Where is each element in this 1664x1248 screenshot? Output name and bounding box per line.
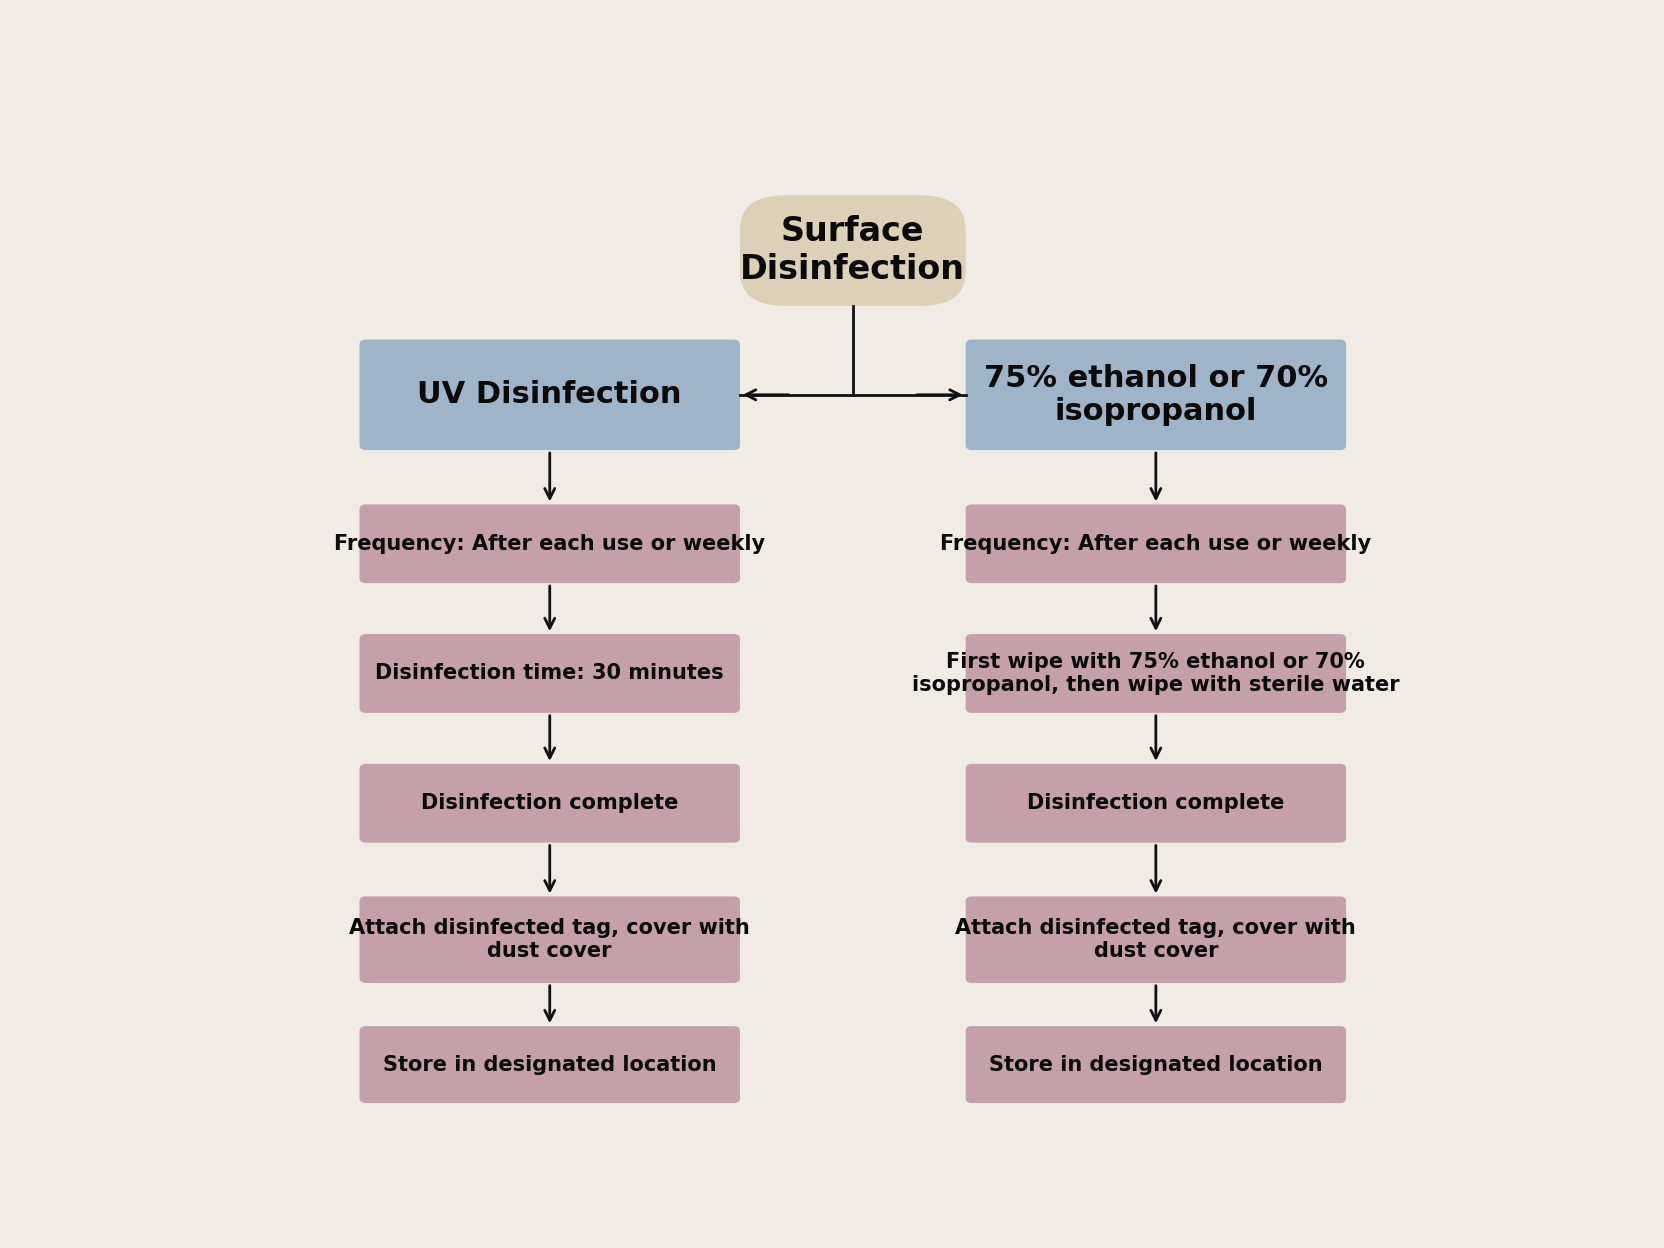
Text: Disinfection complete: Disinfection complete xyxy=(421,794,679,814)
Text: Store in designated location: Store in designated location xyxy=(988,1055,1323,1075)
Text: Frequency: After each use or weekly: Frequency: After each use or weekly xyxy=(940,534,1371,554)
FancyBboxPatch shape xyxy=(965,896,1346,983)
FancyBboxPatch shape xyxy=(359,896,740,983)
FancyBboxPatch shape xyxy=(965,504,1346,583)
Text: Disinfection complete: Disinfection complete xyxy=(1027,794,1285,814)
Text: Disinfection time: 30 minutes: Disinfection time: 30 minutes xyxy=(376,664,724,684)
FancyBboxPatch shape xyxy=(740,196,965,306)
FancyBboxPatch shape xyxy=(359,339,740,451)
Text: Store in designated location: Store in designated location xyxy=(383,1055,717,1075)
FancyBboxPatch shape xyxy=(965,339,1346,451)
Text: UV Disinfection: UV Disinfection xyxy=(418,381,682,409)
FancyBboxPatch shape xyxy=(965,1026,1346,1103)
Text: Attach disinfected tag, cover with
dust cover: Attach disinfected tag, cover with dust … xyxy=(955,919,1356,961)
FancyBboxPatch shape xyxy=(359,764,740,842)
Text: Frequency: After each use or weekly: Frequency: After each use or weekly xyxy=(334,534,765,554)
FancyBboxPatch shape xyxy=(359,504,740,583)
FancyBboxPatch shape xyxy=(359,1026,740,1103)
FancyBboxPatch shape xyxy=(965,634,1346,713)
Text: Attach disinfected tag, cover with
dust cover: Attach disinfected tag, cover with dust … xyxy=(349,919,750,961)
Text: 75% ethanol or 70%
isopropanol: 75% ethanol or 70% isopropanol xyxy=(983,363,1328,426)
Text: First wipe with 75% ethanol or 70%
isopropanol, then wipe with sterile water: First wipe with 75% ethanol or 70% isopr… xyxy=(912,651,1399,695)
FancyBboxPatch shape xyxy=(359,634,740,713)
FancyBboxPatch shape xyxy=(965,764,1346,842)
Text: Surface
Disinfection: Surface Disinfection xyxy=(740,215,965,286)
